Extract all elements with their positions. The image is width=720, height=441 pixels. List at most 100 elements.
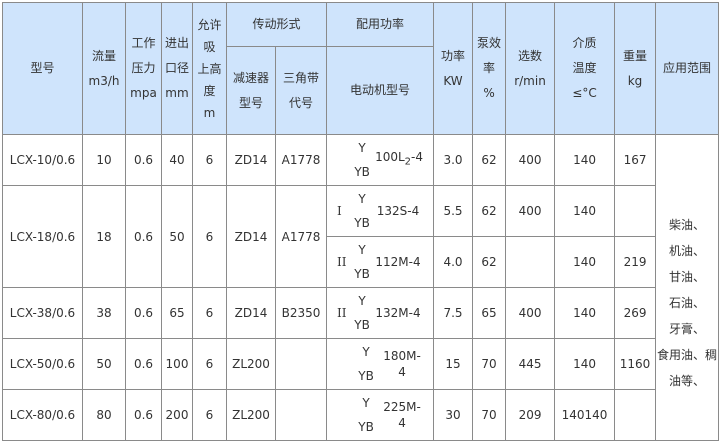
col-belt: 三角带 代号 — [274, 46, 328, 135]
col-power: 功率 KW — [433, 2, 474, 135]
motor-suffix: -4 — [411, 150, 424, 165]
weight-cell: 269 — [614, 287, 657, 339]
col-pressure: 工作 压力 mpa — [125, 2, 162, 135]
motor-variants: Y YB — [351, 242, 373, 282]
table-row: LCX-80/0.6 80 0.6 200 6 ZL200 Y YB 225M-4 30 70 209… — [2, 389, 719, 441]
motor-model-text: 225M-4 — [383, 400, 421, 430]
motor-yb: YB — [354, 216, 370, 230]
application-item: 石油、 — [669, 295, 706, 310]
motor-y: Y — [358, 192, 366, 206]
model-cell: LCX-18/0.6 — [2, 185, 83, 288]
motor-type: II Y YB 132M-4 — [327, 288, 433, 338]
unit: r/min — [514, 73, 546, 88]
motor-variants: Y YB — [349, 140, 375, 180]
reducer-cell: ZD14 — [226, 185, 276, 288]
unit: kg — [627, 73, 643, 88]
label: 工作 — [131, 36, 156, 50]
reducer-cell: ZD14 — [226, 287, 276, 339]
power-cell: 7.5 — [433, 287, 474, 339]
weight-cell: 219 — [614, 236, 657, 288]
model-cell: LCX-80/0.6 — [2, 389, 83, 441]
motor-yb: YB — [358, 420, 374, 434]
motor-variants: Y YB — [351, 293, 373, 333]
motor-variants: Y YB — [351, 395, 381, 435]
bore-cell: 50 — [161, 185, 193, 288]
pressure-cell: 0.6 — [125, 185, 162, 288]
motor-series: II — [337, 255, 347, 269]
col-motor: 电动机型号 — [326, 46, 435, 135]
motor-model-text: 180M-4 — [383, 349, 421, 379]
flow-cell: 80 — [82, 389, 126, 441]
efficiency-cell: 70 — [472, 338, 507, 390]
application-cell: 柴油、 机油、 甘油、 石油、 牙膏、 食用油、稠 油等、 — [655, 134, 720, 441]
flow-cell: 50 — [82, 338, 126, 390]
motor-yb: YB — [354, 165, 370, 179]
flow-cell: 38 — [82, 287, 126, 339]
col-model: 型号 — [2, 2, 83, 135]
unit: % — [483, 86, 495, 100]
label: 口径 — [164, 61, 189, 75]
col-eff: 泵效率% — [472, 2, 507, 135]
label: 重量 — [623, 48, 648, 63]
label: 度 — [203, 83, 216, 98]
motor-y: Y — [358, 243, 366, 257]
weight-cell: 167 — [614, 134, 657, 186]
pressure-cell: 0.6 — [125, 134, 162, 186]
col-flow: 流量 m3/h — [82, 2, 126, 135]
unit: KW — [443, 73, 463, 88]
temperature-cell: 140 — [554, 338, 616, 390]
suction-cell: 6 — [192, 389, 227, 441]
pressure-cell: 0.6 — [125, 338, 162, 390]
flow-cell: 10 — [82, 134, 126, 186]
efficiency-cell: 62 — [472, 134, 507, 186]
motor-yb: YB — [354, 318, 370, 332]
motor-cell: Y YB 225M-4 — [326, 389, 435, 441]
power-cell: 5.5 — [433, 185, 474, 237]
unit: mpa — [130, 86, 157, 100]
motor-type: Y YB 180M-4 — [327, 339, 433, 389]
model-cell: LCX-50/0.6 — [2, 338, 83, 390]
motor-variants: Y YB — [351, 191, 373, 231]
motor-model-text: 132S-4 — [376, 204, 420, 218]
motor-model-text: 112M-4 — [375, 255, 421, 269]
bore-cell: 100 — [161, 338, 193, 390]
motor-yb: YB — [354, 267, 370, 281]
table-row: LCX-18/0.6 18 0.6 50 6 ZD14 A1778 I Y YB 132S-4 5.5… — [2, 185, 719, 288]
bore-cell: 65 — [161, 287, 193, 339]
pressure-cell: 0.6 — [125, 287, 162, 339]
motor-model: 132S-4 — [373, 203, 433, 219]
label: 进出 — [164, 36, 189, 50]
bore-cell: 40 — [161, 134, 193, 186]
col-drive: 传动形式 — [225, 2, 328, 47]
col-power-group: 配用功率 — [326, 2, 435, 47]
unit: ≤°C — [572, 86, 597, 100]
motor-variants: Y YB — [351, 344, 381, 384]
temperature-cell: 140 — [554, 134, 616, 186]
temperature-cell: 140 — [554, 236, 616, 288]
motor-series: I — [337, 204, 342, 218]
label: 允许 — [197, 17, 222, 32]
motor-type: Y YB 100L2-4 — [327, 135, 433, 185]
speed-cell: 209 — [505, 389, 556, 441]
weight-cell: 1160 — [614, 338, 657, 390]
application-item: 食用油、稠 — [657, 347, 718, 362]
motor-cell: Y YB 100L2-4 — [326, 134, 435, 186]
label: 吸 — [203, 39, 216, 54]
speed-cell: 400 — [505, 185, 556, 237]
motor-y: Y — [358, 141, 366, 155]
table-row: LCX-10/0.6 10 0.6 40 6 ZD14 A1778 Y YB 100L2-4 3.0… — [2, 134, 720, 441]
efficiency-cell: 62 — [472, 236, 507, 288]
reducer-cell: ZL200 — [226, 338, 276, 390]
motor-yb: YB — [358, 369, 374, 383]
application-item: 机油、 — [669, 243, 706, 258]
efficiency-cell: 62 — [472, 185, 507, 237]
belt-cell — [274, 389, 328, 441]
motor-series: II — [337, 306, 347, 320]
label: 代号 — [289, 95, 314, 110]
motor-cell: Y YB 180M-4 — [326, 338, 435, 390]
bore-cell: 200 — [161, 389, 193, 441]
unit: m — [203, 105, 216, 120]
reducer-cell: ZL200 — [226, 389, 276, 441]
belt-cell: A1778 — [274, 185, 328, 288]
